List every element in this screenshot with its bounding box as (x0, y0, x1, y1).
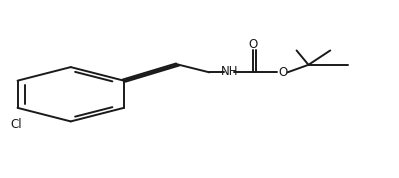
Text: Cl: Cl (10, 118, 22, 131)
Text: NH: NH (221, 65, 238, 78)
Text: O: O (278, 66, 287, 79)
Text: O: O (248, 38, 258, 51)
